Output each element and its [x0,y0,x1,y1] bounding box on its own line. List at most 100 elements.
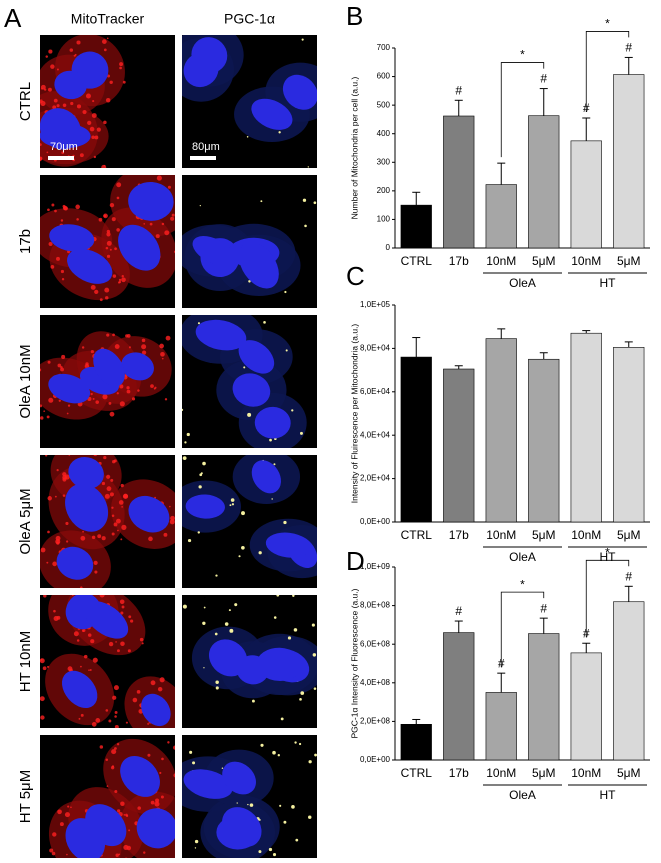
mito [120,483,124,488]
mito [87,633,92,637]
nucleus [67,248,113,284]
significance-hash: # [455,83,462,97]
mito [128,346,131,349]
mito [35,573,38,576]
mito [102,394,108,400]
column-header: MitoTracker [71,11,145,27]
mito [106,254,111,258]
bar [528,633,560,761]
mito [169,505,171,508]
nucleus [120,755,160,797]
x-tick-label: 5μM [617,766,641,780]
mito [121,506,123,508]
mito [109,492,114,497]
mito [34,588,38,592]
granule [186,432,190,437]
nucleus [121,352,154,381]
mito [50,64,55,69]
mito [114,747,117,750]
mito [101,39,107,44]
error-bar [497,328,506,339]
mito [45,455,48,457]
mito [139,637,144,642]
mito [170,216,175,221]
significance-bracket [585,31,630,112]
mito [106,240,112,246]
mito [40,696,45,702]
mito [125,334,129,338]
error-bar [582,117,591,141]
mito [112,333,115,337]
error-bar [497,672,506,693]
significance-hash: # [540,601,547,615]
nucleus [265,532,311,558]
granule [285,349,288,352]
mito [73,631,79,637]
mito [56,256,60,261]
nucleus [128,495,170,533]
mito [90,392,93,396]
granule [278,131,281,134]
mito [24,138,26,140]
mito [110,478,114,482]
mito [53,98,58,103]
mito [109,411,115,417]
group-label: HT [600,276,617,290]
mito [114,715,117,718]
error-bar [624,341,633,348]
mito [91,113,97,118]
scale-bar [48,156,74,160]
granule [246,135,249,138]
x-tick-label: 5μM [532,254,556,268]
nucleus [68,456,104,489]
granule [280,717,284,721]
bar [485,184,517,249]
mito [119,401,125,407]
mito [150,384,154,388]
error-bar [539,88,548,116]
granule [198,485,202,489]
mito [22,147,26,151]
mito [91,535,96,540]
mito [98,217,103,222]
mito [46,665,50,668]
granule [182,408,184,411]
significance-star: * [605,545,610,559]
mito [116,392,119,395]
mito [110,765,115,770]
mito [47,208,50,212]
mito [31,77,34,80]
y-tick-label: 4,0E+08 [360,678,391,687]
panel-label: B [346,1,363,31]
mito [40,84,46,90]
granule [287,636,292,640]
granule [230,498,235,502]
granule [200,472,203,475]
mito [178,536,183,541]
mito [101,164,107,168]
mito [160,795,164,799]
granule [182,604,187,609]
mito [106,785,109,787]
group-label: OleA [509,276,536,290]
mito [50,859,55,863]
micrograph [182,315,317,448]
mito [106,333,110,337]
mito [47,530,50,534]
granule [308,760,312,764]
micrograph-content [22,35,175,168]
mito [123,493,129,499]
micrograph [40,595,175,728]
mito [120,538,123,541]
y-tick-label: 0 [386,243,391,252]
mito [90,349,94,354]
mito [46,151,49,154]
mito [116,743,120,746]
mito [123,844,129,850]
mito [72,859,74,861]
granule [189,750,193,754]
mito [106,232,111,237]
nucleus [222,761,256,795]
significance-bracket [500,62,545,158]
mito [50,264,55,269]
